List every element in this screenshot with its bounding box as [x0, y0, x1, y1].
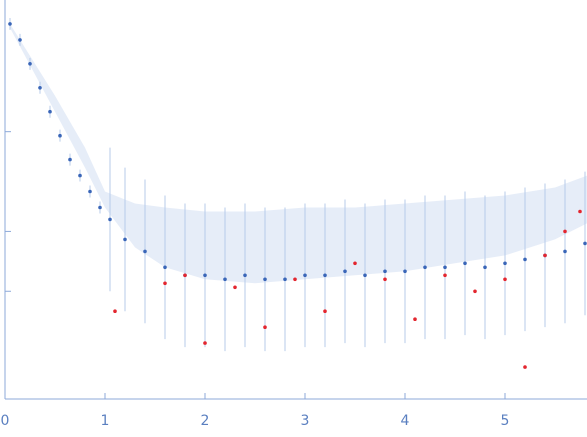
data-point	[203, 273, 207, 278]
x-tick-label: 1	[101, 413, 110, 429]
data-point	[343, 269, 347, 274]
data-point	[223, 277, 227, 282]
data-point	[323, 273, 327, 278]
data-point	[423, 265, 427, 270]
outlier-point	[263, 325, 267, 330]
data-point	[143, 249, 147, 254]
outlier-point	[473, 289, 477, 294]
error-bar-layer	[9, 17, 587, 352]
data-point	[243, 273, 247, 278]
outlier-point	[543, 253, 547, 258]
outlier-point	[163, 281, 167, 286]
data-point	[263, 277, 267, 282]
outlier-point	[383, 277, 387, 282]
data-point	[108, 217, 112, 222]
data-point	[78, 173, 82, 178]
x-tick-label: 5	[501, 413, 510, 429]
data-point	[283, 277, 287, 282]
x-tick-label: 4	[401, 413, 410, 429]
outlier-point	[503, 277, 507, 282]
outlier-point	[183, 273, 187, 278]
data-point	[88, 189, 92, 194]
outlier-point	[523, 365, 527, 369]
outlier-point	[578, 209, 582, 214]
data-point	[483, 265, 487, 270]
error-envelope	[10, 23, 587, 284]
outlier-point	[233, 285, 237, 290]
data-point	[48, 109, 52, 114]
data-point	[98, 205, 102, 210]
data-point	[123, 237, 127, 242]
data-point	[443, 265, 447, 270]
x-tick-label: 3	[301, 413, 310, 429]
x-ticks: 0 1 2 3 4 5	[1, 393, 510, 429]
x-tick-label: 2	[201, 413, 210, 429]
outlier-point	[113, 309, 117, 314]
data-point	[403, 269, 407, 274]
data-point	[163, 265, 167, 270]
data-point	[583, 241, 587, 246]
outlier-point	[413, 317, 417, 322]
outlier-point	[563, 229, 567, 234]
outlier-point	[323, 309, 327, 314]
data-points-layer	[8, 22, 587, 369]
data-point	[363, 273, 367, 278]
data-point	[8, 22, 12, 26]
data-point	[563, 249, 567, 254]
data-point	[503, 261, 507, 266]
data-point	[38, 86, 42, 90]
data-point	[463, 261, 467, 266]
data-point	[68, 157, 72, 162]
y-ticks	[5, 131, 11, 292]
data-point	[303, 273, 307, 278]
outlier-point	[293, 277, 297, 282]
data-point	[523, 257, 527, 262]
outlier-point	[353, 261, 357, 266]
outlier-point	[203, 341, 207, 345]
outlier-point	[443, 273, 447, 278]
data-point	[383, 269, 387, 274]
data-point	[28, 62, 32, 66]
x-tick-label: 0	[1, 413, 10, 429]
data-point	[58, 133, 62, 138]
data-point	[18, 38, 22, 42]
